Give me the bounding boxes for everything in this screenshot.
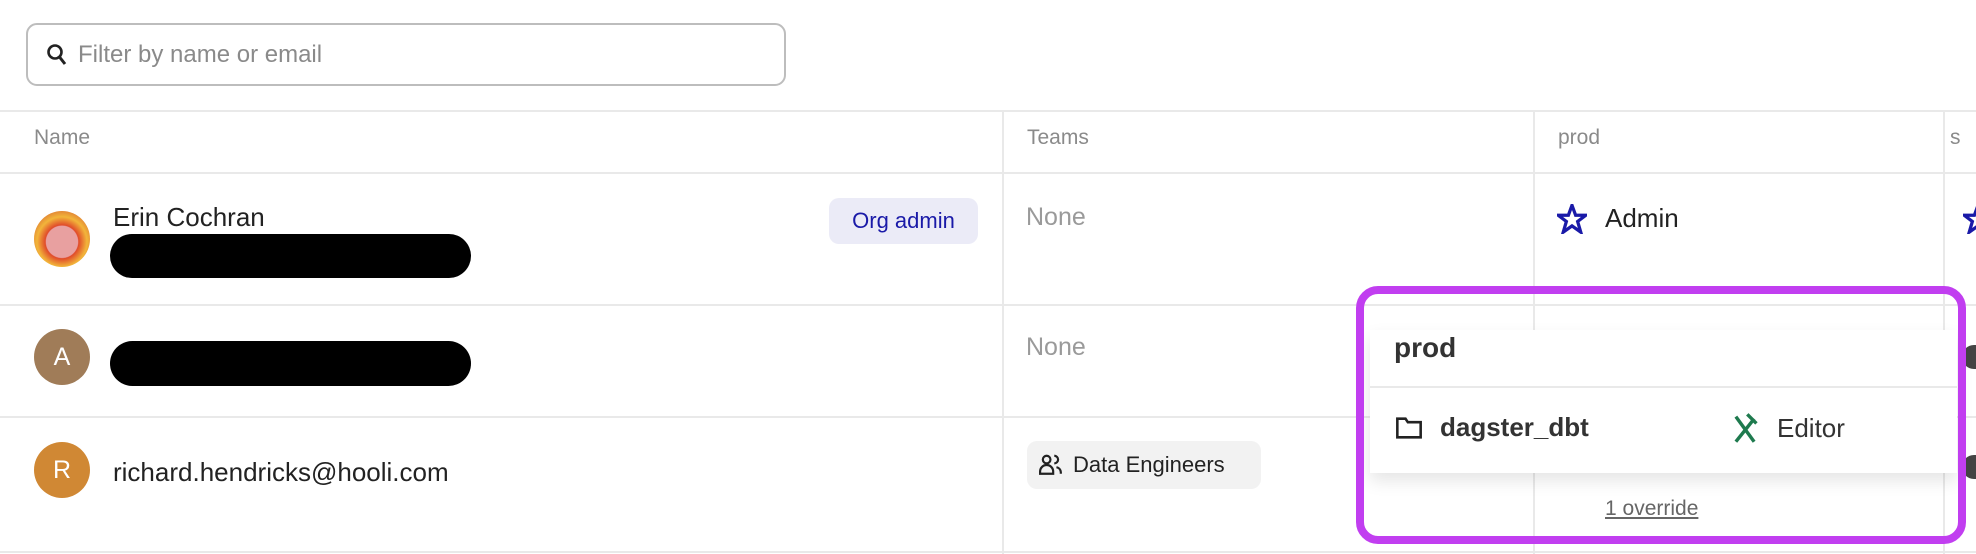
teams-value: None bbox=[1026, 203, 1086, 231]
avatar bbox=[34, 211, 90, 267]
divider bbox=[0, 172, 1976, 174]
redacted-email bbox=[110, 341, 471, 386]
column-header-name[interactable]: Name bbox=[34, 126, 91, 149]
divider bbox=[0, 416, 1976, 418]
people-icon bbox=[1039, 454, 1062, 475]
folder-icon bbox=[1396, 417, 1422, 439]
org-admin-badge: Org admin bbox=[829, 198, 978, 244]
filter-input[interactable] bbox=[78, 40, 718, 69]
team-chip[interactable]: Data Engineers bbox=[1027, 441, 1261, 489]
tools-icon bbox=[1734, 413, 1758, 443]
filter-search-box[interactable] bbox=[26, 23, 786, 86]
column-header-s[interactable]: s bbox=[1950, 126, 1961, 149]
user-name: Erin Cochran bbox=[113, 202, 265, 232]
star-icon bbox=[1557, 204, 1587, 234]
user-email: richard.hendricks@hooli.com bbox=[113, 457, 449, 487]
avatar: R bbox=[34, 442, 90, 498]
highlight-outline bbox=[1356, 286, 1966, 544]
divider bbox=[0, 551, 1976, 553]
column-divider bbox=[1002, 111, 1004, 554]
divider bbox=[0, 110, 1976, 112]
location-name: dagster_dbt bbox=[1440, 412, 1589, 442]
column-header-prod[interactable]: prod bbox=[1558, 126, 1601, 149]
popover-title: prod bbox=[1394, 332, 1457, 363]
divider bbox=[1370, 386, 1957, 388]
star-icon bbox=[1963, 205, 1976, 234]
role-name: Editor bbox=[1777, 413, 1845, 443]
teams-value: None bbox=[1026, 333, 1086, 361]
column-header-teams[interactable]: Teams bbox=[1027, 126, 1089, 149]
team-name: Data Engineers bbox=[1073, 452, 1225, 477]
avatar: A bbox=[34, 329, 90, 385]
override-link[interactable]: 1 override bbox=[1605, 497, 1699, 520]
redacted-email bbox=[110, 234, 471, 278]
divider bbox=[0, 304, 1976, 306]
permission-popover: prod dagster_dbt Editor bbox=[1370, 330, 1957, 473]
prod-role: Admin bbox=[1605, 203, 1679, 233]
search-icon bbox=[47, 43, 67, 65]
